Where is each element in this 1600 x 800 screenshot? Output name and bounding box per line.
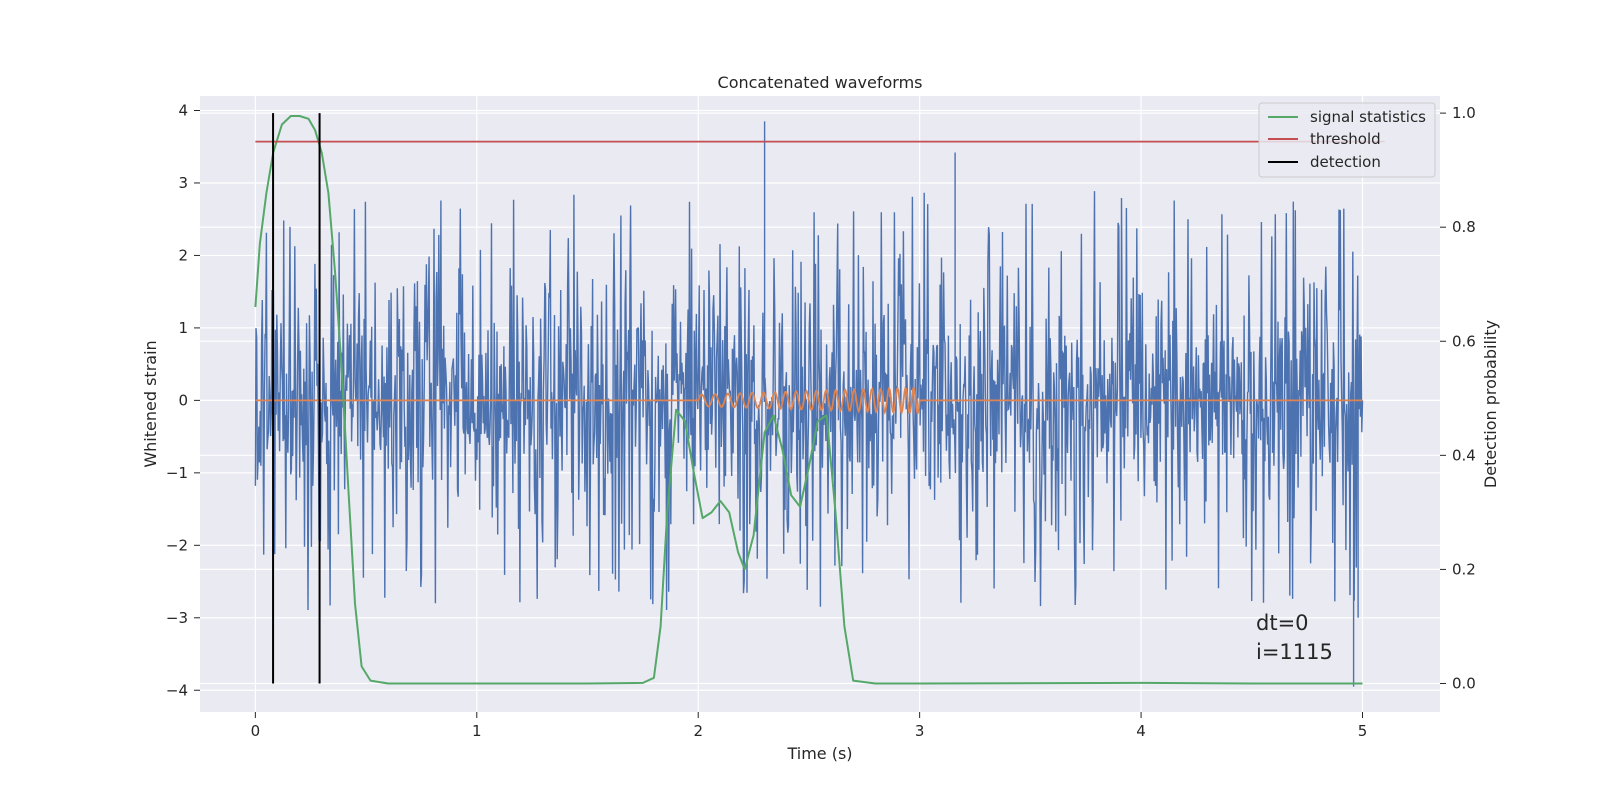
x-tick-label: 5	[1358, 722, 1368, 740]
y-tick-label: 4	[178, 101, 188, 119]
legend-label-threshold: threshold	[1310, 130, 1381, 148]
legend-label-signal-statistics: signal statistics	[1310, 108, 1426, 126]
annotation-index: i=1115	[1256, 640, 1333, 664]
y-tick-label: 1	[178, 319, 188, 337]
y2-tick-label: 0.8	[1452, 218, 1476, 236]
y-tick-label: −1	[166, 464, 188, 482]
y-axis-label: Whitened strain	[141, 340, 160, 467]
x-ticks: 0 1 2 3 4 5	[251, 712, 1368, 740]
y-tick-label: 0	[178, 391, 188, 409]
x-tick-label: 3	[915, 722, 925, 740]
y-tick-label: −4	[166, 681, 188, 699]
x-tick-label: 1	[472, 722, 482, 740]
series-line-signal-statistics	[254, 115, 1363, 685]
x-tick-label: 4	[1136, 722, 1146, 740]
legend-label-detection: detection	[1310, 153, 1381, 171]
x-axis-label: Time (s)	[786, 744, 852, 763]
y2-tick-label: 0.0	[1452, 674, 1476, 692]
x-tick-label: 0	[251, 722, 261, 740]
y-tick-label: −3	[166, 609, 188, 627]
legend-box	[1258, 102, 1436, 178]
series-line-whitened-strain	[254, 121, 1364, 687]
y2-axis-label: Detection probability	[1481, 320, 1500, 488]
y2-tick-label: 0.6	[1452, 332, 1476, 350]
y-tick-label: 2	[178, 246, 188, 264]
y2-tick-label: 0.4	[1452, 446, 1476, 464]
y-tick-label: 3	[178, 174, 188, 192]
y-tick-label: −2	[166, 536, 188, 554]
chart-title: Concatenated waveforms	[718, 73, 923, 92]
y2-tick-label: 0.2	[1452, 560, 1476, 578]
annotation-dt: dt=0	[1256, 611, 1309, 635]
y2-tick-label: 1.0	[1452, 104, 1476, 122]
legend: signal statistics threshold detection	[1258, 102, 1436, 178]
x-tick-label: 2	[693, 722, 703, 740]
series-layer	[254, 113, 1385, 687]
y2-ticks: 0.0 0.2 0.4 0.6 0.8 1.0	[1440, 104, 1476, 692]
series-line-injection	[255, 385, 1363, 416]
y-ticks: −4 −3 −2 −1 0 1 2 3 4	[166, 101, 200, 699]
